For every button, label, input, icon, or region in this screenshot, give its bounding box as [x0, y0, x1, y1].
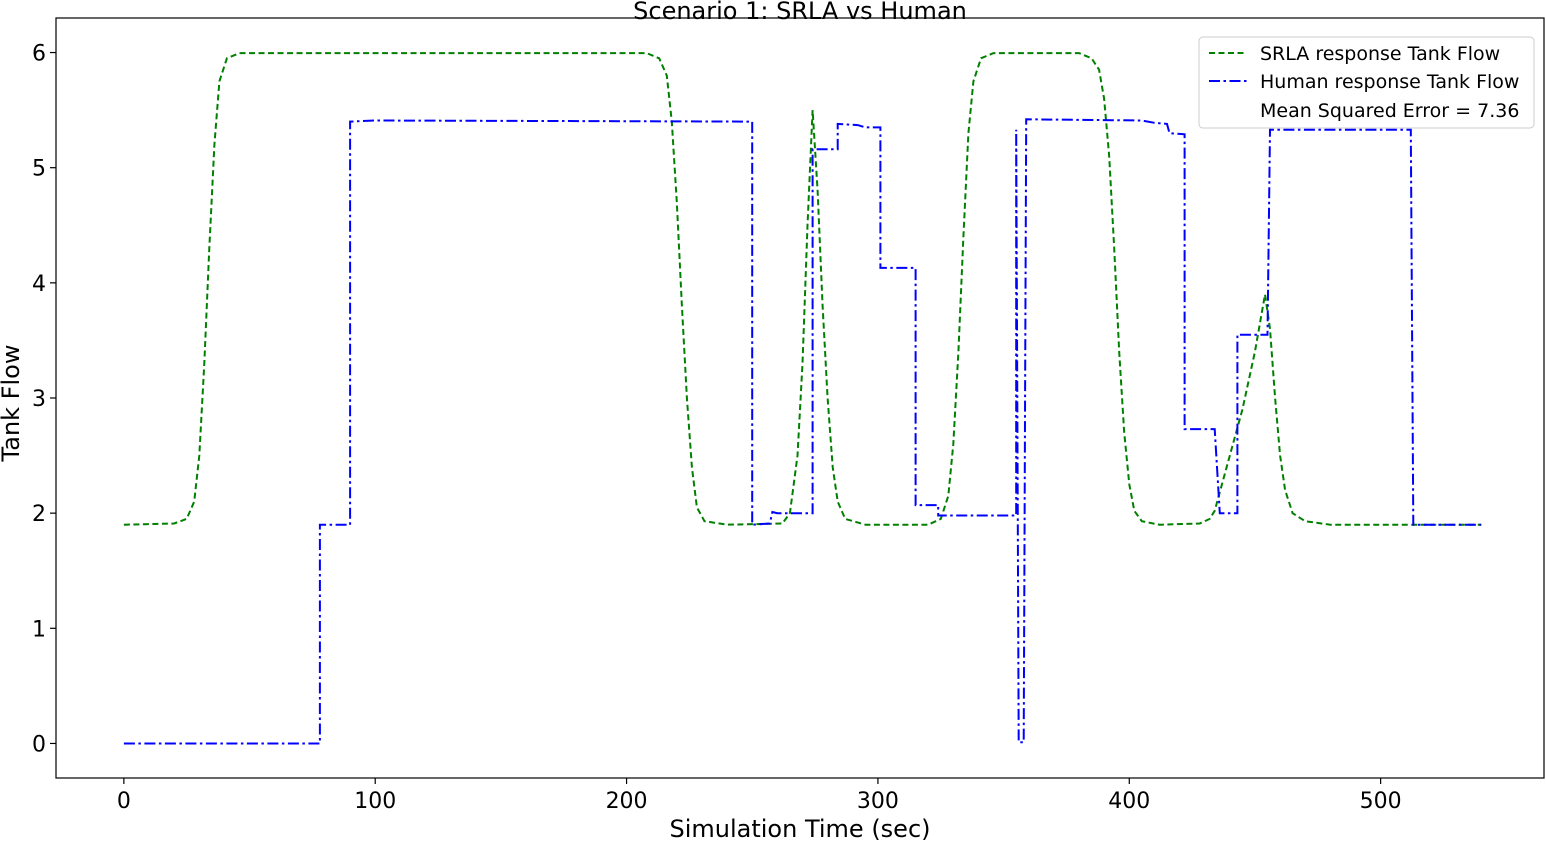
y-tick-label: 5	[32, 157, 46, 182]
legend-mse-note: Mean Squared Error = 7.36	[1260, 100, 1519, 122]
y-axis-label: Tank Flow	[0, 345, 25, 463]
series-layer	[123, 52, 1482, 745]
y-tick-label: 6	[32, 42, 46, 67]
x-tick-label: 200	[606, 789, 648, 814]
y-tick-label: 1	[32, 617, 46, 642]
legend: SRLA response Tank Flow Human response T…	[1198, 36, 1535, 129]
chart-title: Scenario 1: SRLA vs Human	[633, 0, 967, 25]
x-tick-label: 500	[1360, 789, 1402, 814]
series-line-srla	[123, 52, 1482, 526]
x-tick-label: 300	[857, 789, 899, 814]
series-line-human	[123, 118, 1482, 745]
x-tick-label: 400	[1108, 789, 1150, 814]
y-tick-label: 4	[32, 272, 46, 297]
y-tick-label: 0	[32, 732, 46, 757]
legend-label-srla: SRLA response Tank Flow	[1260, 43, 1500, 65]
y-tick-label: 3	[32, 387, 46, 412]
legend-box	[1198, 36, 1535, 129]
y-tick-label: 2	[32, 502, 46, 527]
legend-label-human: Human response Tank Flow	[1260, 71, 1519, 93]
ticks-layer: 0 100 200 300 400 500 0 1 2 3 4 5 6	[32, 42, 1402, 814]
x-axis-label: Simulation Time (sec)	[669, 815, 930, 841]
x-tick-label: 0	[117, 789, 131, 814]
x-tick-label: 100	[354, 789, 396, 814]
